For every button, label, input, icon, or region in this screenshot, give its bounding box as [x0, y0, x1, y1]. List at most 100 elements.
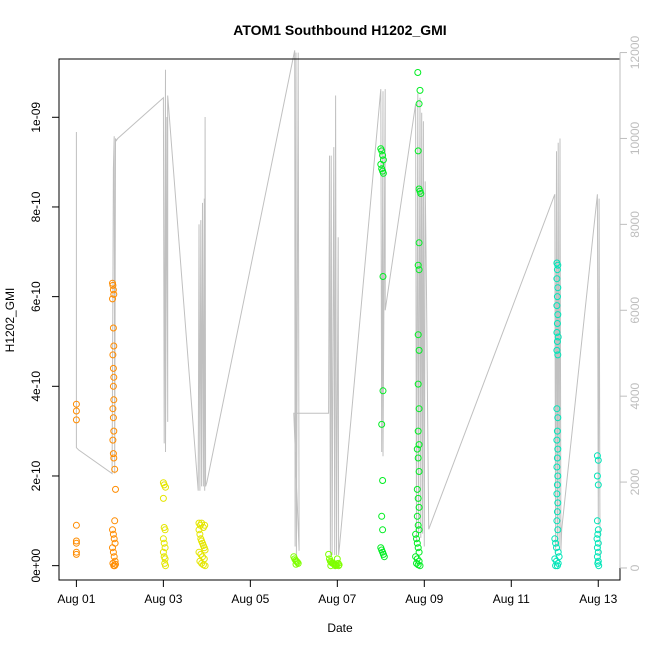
data-point	[594, 548, 602, 556]
data-point	[162, 562, 169, 570]
y-tick-label: 1e-09	[29, 102, 43, 133]
data-point	[109, 548, 117, 556]
series-aug-12	[551, 259, 603, 570]
data-point	[110, 342, 118, 350]
data-point	[379, 273, 387, 280]
data-point	[380, 553, 388, 561]
data-point	[109, 324, 117, 332]
data-point	[109, 382, 117, 390]
data-point	[379, 477, 387, 484]
data-point	[416, 562, 424, 570]
data-point	[412, 530, 420, 538]
secondary-series-line	[75, 50, 601, 560]
data-point	[161, 555, 169, 563]
y2-tick-label: 2000	[628, 468, 642, 495]
data-point	[414, 147, 422, 155]
data-point	[553, 320, 561, 327]
data-point	[593, 452, 601, 460]
data-point	[379, 387, 387, 395]
points-layer	[72, 69, 603, 570]
data-point	[377, 160, 385, 168]
data-point	[413, 485, 421, 493]
data-point	[72, 416, 80, 424]
data-point	[553, 454, 561, 462]
chart-title: ATOM1 Southbound H1202_GMI	[233, 22, 446, 38]
y2-tick-label: 12000	[628, 36, 642, 70]
data-point	[415, 405, 423, 413]
data-point	[112, 485, 119, 493]
data-point	[554, 333, 562, 341]
data-point	[110, 553, 118, 561]
y2-tick-label: 8000	[628, 211, 642, 238]
series-aug-06	[290, 550, 343, 570]
data-point	[110, 454, 118, 462]
data-point	[415, 526, 423, 534]
data-point	[413, 512, 421, 520]
data-point	[378, 420, 386, 428]
data-point	[554, 351, 562, 359]
data-point	[109, 364, 117, 372]
data-point	[552, 539, 560, 547]
data-point	[72, 539, 80, 547]
data-point	[72, 407, 80, 415]
data-point	[292, 560, 300, 568]
data-point	[196, 557, 204, 565]
data-point	[414, 494, 422, 502]
data-point	[553, 544, 560, 552]
x-tick-label: Aug 05	[231, 592, 269, 606]
data-point	[554, 311, 562, 319]
data-point	[415, 441, 423, 449]
data-point	[72, 537, 80, 545]
x-tick-label: Aug 03	[144, 592, 182, 606]
y-tick-label: 6e-10	[29, 281, 43, 312]
data-point	[554, 414, 562, 422]
x-tick-label: Aug 07	[318, 592, 356, 606]
data-point	[594, 539, 602, 547]
x-tick-label: Aug 09	[405, 592, 443, 606]
x-tick-label: Aug 11	[493, 592, 530, 606]
x-tick-label: Aug 01	[57, 592, 95, 606]
data-point	[413, 539, 421, 547]
data-point	[414, 69, 422, 76]
data-point	[412, 553, 420, 561]
data-point	[554, 261, 562, 269]
data-point	[415, 468, 423, 475]
data-point	[109, 530, 117, 538]
data-point	[195, 548, 203, 556]
series-aug-01	[72, 279, 119, 570]
data-point	[553, 275, 561, 283]
data-point	[378, 512, 386, 520]
data-point	[414, 427, 422, 435]
data-point	[327, 562, 335, 570]
x-tick-label: Aug 13	[579, 592, 617, 606]
data-point	[111, 562, 119, 570]
data-point	[110, 396, 118, 404]
data-point	[111, 465, 119, 473]
data-point	[553, 562, 561, 570]
data-point	[415, 346, 423, 354]
data-point	[553, 490, 561, 498]
data-point	[415, 503, 423, 511]
data-point	[414, 380, 422, 388]
data-point	[553, 302, 561, 310]
data-point	[594, 530, 602, 538]
data-point	[109, 526, 116, 534]
data-point	[198, 559, 206, 567]
data-point	[554, 445, 562, 453]
data-point	[196, 530, 204, 538]
series-aug-03	[159, 479, 209, 570]
data-point	[72, 548, 80, 556]
data-point	[593, 553, 601, 561]
y-tick-label: 8e-10	[29, 191, 43, 222]
data-point	[110, 290, 118, 298]
data-point	[553, 329, 561, 336]
data-point	[593, 544, 601, 552]
data-point	[594, 526, 602, 534]
data-point	[551, 535, 559, 543]
data-point	[553, 338, 561, 345]
data-point	[554, 526, 562, 534]
data-point	[111, 517, 119, 525]
y-axis-left: 0e+00 2e-10 4e-10 6e-10 8e-10 1e-09	[29, 102, 60, 583]
y-tick-label: 2e-10	[29, 460, 43, 491]
